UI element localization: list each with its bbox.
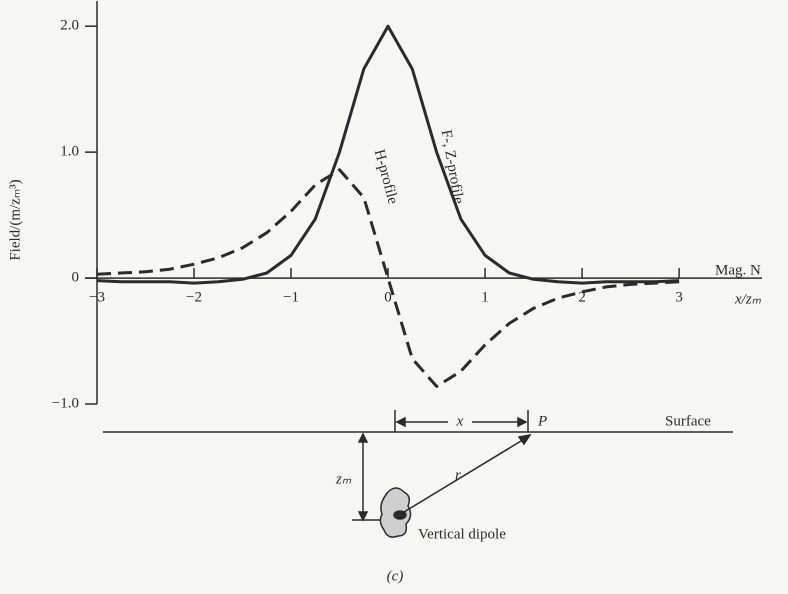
- radius-label: r: [455, 467, 461, 483]
- surface-label: Surface: [665, 413, 711, 429]
- distance-label: x: [456, 413, 464, 429]
- x-tick-label: −3: [89, 290, 105, 306]
- x-tick-label: 2: [578, 290, 586, 306]
- x-tick-label: 0: [384, 290, 392, 306]
- arrowhead: [517, 433, 532, 446]
- y-tick-label: −1.0: [52, 395, 79, 411]
- y-axis-label: Field/(m/zₘ³): [7, 179, 23, 260]
- axis-note: Mag. N: [715, 262, 761, 278]
- x-axis-label: x/zₘ: [734, 291, 762, 307]
- y-tick-label: 2.0: [60, 18, 79, 34]
- arrowhead: [357, 432, 369, 522]
- diagram: [103, 410, 733, 538]
- profile-line: [96, 168, 680, 388]
- x-tick-label: 1: [481, 290, 489, 306]
- point-label: P: [537, 413, 547, 429]
- y-tick-label: 1.0: [60, 144, 79, 160]
- x-tick-label: −2: [186, 290, 202, 306]
- arrowhead: [395, 416, 528, 428]
- caption: (c): [387, 568, 404, 584]
- depth-label: zₘ: [335, 471, 352, 487]
- series-label: H-profile: [371, 148, 401, 206]
- source-label: Vertical dipole: [418, 526, 506, 542]
- dipole-core: [393, 510, 407, 520]
- profile-line: [96, 24, 680, 285]
- x-tick-label: 3: [675, 290, 683, 306]
- radius-line: [403, 437, 527, 513]
- x-tick-label: −1: [283, 290, 299, 306]
- y-tick-label: 0: [72, 270, 80, 286]
